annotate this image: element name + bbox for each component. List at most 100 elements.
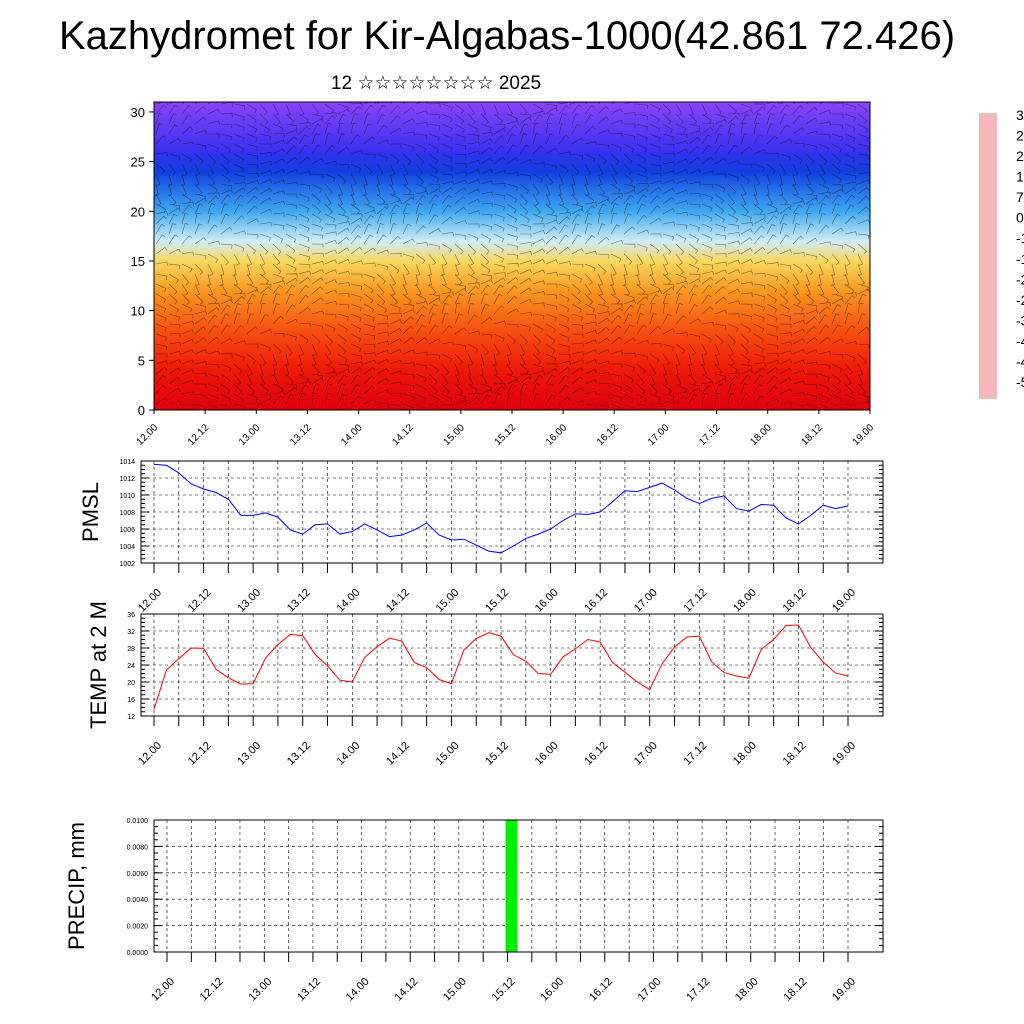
y-tick-label: 25 xyxy=(131,155,145,170)
x-tick-label: 16.12 xyxy=(595,422,621,448)
x-tick-label: 18.12 xyxy=(781,740,809,768)
colorbar-label: 0 xyxy=(1016,210,1024,226)
y-tick-label: 30 xyxy=(131,105,145,120)
x-tick-label: 17.00 xyxy=(636,976,664,1004)
x-tick-label: 12.12 xyxy=(198,976,226,1004)
colorbar-label: -3 xyxy=(1016,312,1024,328)
x-tick-label: 19.00 xyxy=(851,422,877,448)
precip-panel: 0.0000 0.0020 0.0040 0.0060 0.0080 0.0100 12.0… xyxy=(64,818,884,1004)
x-tick-label: 14.00 xyxy=(334,740,362,768)
x-tick-label: 12.00 xyxy=(149,976,177,1004)
y-tick-label: 36 xyxy=(127,612,135,619)
x-tick-label: 16.12 xyxy=(587,976,615,1004)
colorbar-label: -5 xyxy=(1016,374,1024,390)
y-tick-label: 10 xyxy=(131,304,145,319)
temperature-profile-panel: 0 5 10 15 20 25 30 12.00 12.12 13.00 13.12 14.00 14.… xyxy=(131,101,877,448)
y-tick-label: 32 xyxy=(127,629,135,636)
y-tick-label: 12 xyxy=(127,714,135,721)
x-tick-label: 12.00 xyxy=(136,587,164,615)
colorbar-label: -4 xyxy=(1016,353,1024,369)
x-tick-label: 18.00 xyxy=(731,587,759,615)
y-tick-label: 0.0060 xyxy=(127,871,149,878)
wind-barbs xyxy=(154,102,870,410)
x-tick-label: 16.00 xyxy=(533,587,561,615)
y-tick-label: 0.0080 xyxy=(127,844,149,851)
x-tick-label: 14.12 xyxy=(384,740,412,768)
x-tick-label: 18.12 xyxy=(782,976,810,1004)
y-tick-label: 0.0100 xyxy=(127,818,149,825)
x-tick-label: 18.12 xyxy=(800,422,826,448)
x-tick-label: 14.12 xyxy=(384,587,412,615)
y-tick-label: 1006 xyxy=(119,527,135,534)
x-tick-label: 18.00 xyxy=(733,976,761,1004)
panel-frame xyxy=(153,819,884,953)
x-tick-label: 12.12 xyxy=(186,422,212,448)
x-tick-label: 18.00 xyxy=(748,422,774,448)
y-axis-label: TEMP at 2 M xyxy=(86,601,111,729)
x-tick-label: 18.00 xyxy=(731,740,759,768)
x-tick-label: 15.00 xyxy=(442,422,468,448)
x-tick-label: 15.00 xyxy=(441,976,469,1004)
series-line xyxy=(153,463,849,554)
y-tick-label: 20 xyxy=(131,204,145,219)
colorbar-label: -4 xyxy=(1016,333,1024,349)
x-tick-label: 17.00 xyxy=(646,422,672,448)
y-tick-label: 16 xyxy=(127,697,135,704)
x-tick-label: 18.12 xyxy=(781,587,809,615)
colorbar-label: -2 xyxy=(1016,271,1024,287)
x-tick-label: 17.12 xyxy=(681,587,709,615)
x-tick-label: 13.00 xyxy=(246,976,274,1004)
x-tick-label: 15.12 xyxy=(490,976,518,1004)
x-tick-label: 14.00 xyxy=(344,976,372,1004)
x-tick-label: 13.00 xyxy=(235,740,263,768)
precip-bar xyxy=(505,820,518,952)
y-tick-label: 1008 xyxy=(119,510,135,517)
colorbar-label: 3 xyxy=(1016,107,1024,123)
x-tick-label: 15.12 xyxy=(493,422,519,448)
y-tick-label: 5 xyxy=(138,353,145,368)
x-tick-label: 16.00 xyxy=(544,422,570,448)
x-tick-label: 14.00 xyxy=(334,587,362,615)
x-tick-label: 13.12 xyxy=(288,422,314,448)
colorbar-label: 1 xyxy=(1016,169,1024,185)
x-tick-label: 14.12 xyxy=(392,976,420,1004)
x-tick-label: 12.00 xyxy=(136,740,164,768)
temp-2m-panel: 12 16 20 24 28 32 36 12.00 12.12 13.00 13.12 14.00 1… xyxy=(86,601,884,768)
x-tick-label: 12.12 xyxy=(186,587,214,615)
x-tick-label: 13.12 xyxy=(285,587,313,615)
colorbar-label: 2 xyxy=(1016,128,1024,144)
x-tick-label: 16.00 xyxy=(533,740,561,768)
x-tick-label: 14.00 xyxy=(339,422,365,448)
color-scale-bar: 3 2 2 1 7 0 -1 -1 -2 -2 -3 -4 -4 -5 xyxy=(979,107,1024,399)
x-tick-label: 12.00 xyxy=(135,422,161,448)
x-tick-label: 13.12 xyxy=(295,976,323,1004)
x-tick-label: 17.12 xyxy=(681,740,709,768)
x-tick-label: 15.00 xyxy=(434,740,462,768)
x-tick-label: 16.12 xyxy=(582,587,610,615)
y-tick-label: 24 xyxy=(127,663,135,670)
x-tick-label: 14.12 xyxy=(390,422,416,448)
y-tick-label: 0.0020 xyxy=(127,924,149,931)
y-tick-label: 0.0000 xyxy=(127,950,149,957)
y-tick-label: 0 xyxy=(138,403,145,418)
x-tick-label: 12.12 xyxy=(186,740,214,768)
y-tick-label: 1002 xyxy=(119,561,135,568)
colorbar-label: -1 xyxy=(1016,230,1024,246)
x-tick-label: 17.00 xyxy=(632,740,660,768)
x-tick-label: 13.12 xyxy=(285,740,313,768)
grid xyxy=(154,819,883,953)
pmsl-panel: 1002 1004 1006 1008 1010 1012 1014 12.00 12.12 13… xyxy=(78,459,884,615)
x-tick-label: 19.00 xyxy=(830,740,858,768)
x-tick-label: 17.12 xyxy=(697,422,723,448)
series-line xyxy=(153,624,849,710)
colorbar-label: -2 xyxy=(1016,292,1024,308)
page-title: Kazhydromet for Kir-Algabas-1000(42.861 … xyxy=(58,14,956,58)
x-tick-label: 16.12 xyxy=(582,740,610,768)
x-tick-label: 13.00 xyxy=(235,587,263,615)
y-axis-label: PRECIP, mm xyxy=(64,822,89,950)
y-tick-label: 1010 xyxy=(119,493,135,500)
colorbar-gradient xyxy=(979,113,997,399)
x-tick-label: 15.12 xyxy=(483,740,511,768)
heatmap-field xyxy=(154,102,870,410)
colorbar-label: 7 xyxy=(1016,189,1024,205)
